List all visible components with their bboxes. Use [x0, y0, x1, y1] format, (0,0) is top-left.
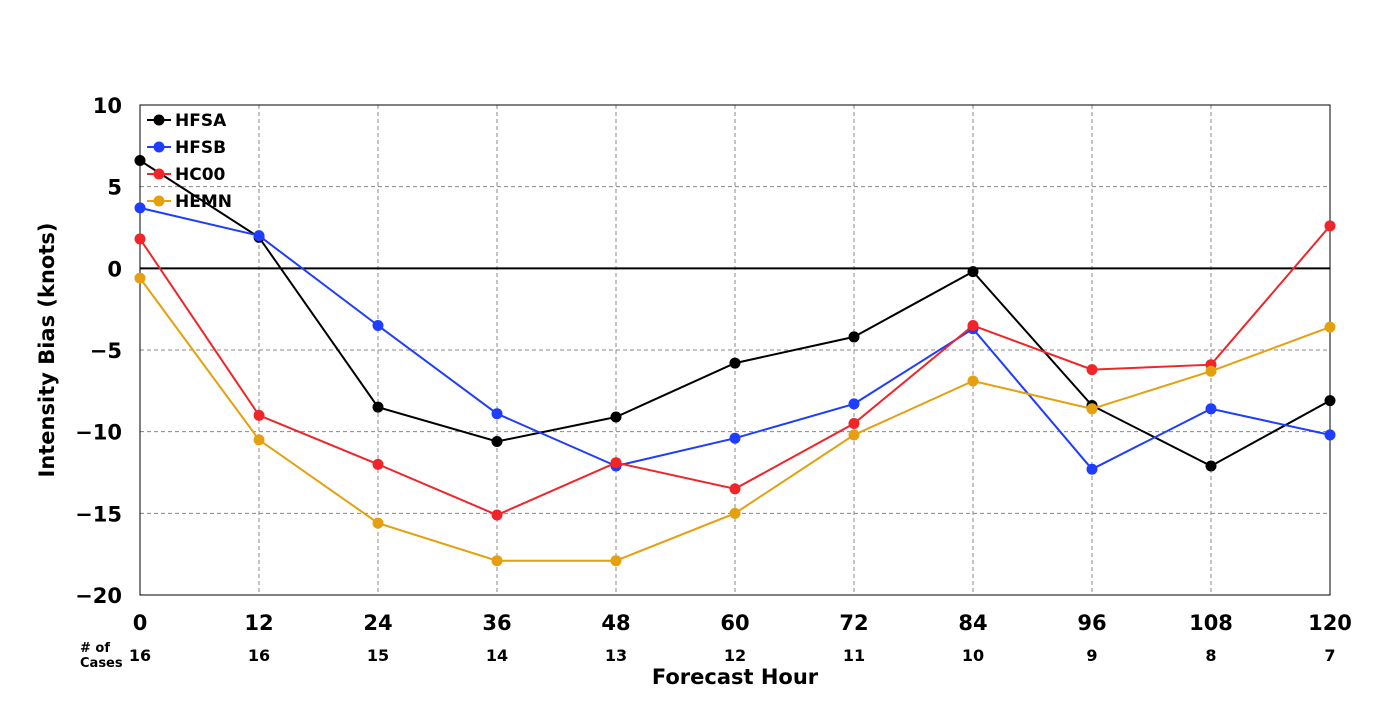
data-point [1086, 403, 1098, 415]
x-tick-label: 0 [133, 611, 148, 635]
cases-title: # of Cases [80, 641, 123, 671]
case-count-label: 10 [962, 646, 984, 665]
data-point [372, 458, 384, 470]
legend-label: HFSB [175, 138, 226, 158]
legend-label: HC00 [175, 165, 226, 185]
legend-marker [153, 114, 165, 126]
case-count-label: 12 [724, 646, 746, 665]
data-point [967, 266, 979, 278]
case-count-label: 15 [367, 646, 389, 665]
case-count-label: 9 [1086, 646, 1097, 665]
data-point [491, 555, 503, 567]
data-point [253, 230, 265, 242]
data-point [610, 411, 622, 423]
x-tick-label: 84 [958, 611, 987, 635]
cases-title-line: # of [80, 641, 110, 656]
x-axis-label: Forecast Hour [652, 665, 819, 689]
x-tick-label: 96 [1077, 611, 1106, 635]
x-tick-label: 24 [363, 611, 392, 635]
x-tick-label: 120 [1308, 611, 1352, 635]
case-count-label: 16 [248, 646, 270, 665]
data-point [729, 483, 741, 495]
data-point [1205, 365, 1217, 377]
case-count-label: 14 [486, 646, 508, 665]
case-count-label: 7 [1324, 646, 1335, 665]
case-count-labels: 16 16 15 14 13 12 11 10 9 8 7 [129, 646, 1336, 665]
data-point [134, 233, 146, 245]
data-point [1086, 463, 1098, 475]
y-tick-label: −15 [75, 502, 122, 526]
data-point [372, 401, 384, 413]
series-layer [134, 155, 1336, 567]
data-point [491, 435, 503, 447]
data-point [1324, 220, 1336, 232]
data-point [253, 434, 265, 446]
x-tick-label: 108 [1189, 611, 1233, 635]
data-point [134, 155, 146, 167]
series-hemn [134, 272, 1336, 567]
legend-item-hfsa: HFSA [147, 111, 227, 131]
data-point [1324, 429, 1336, 441]
data-point [967, 320, 979, 331]
data-point [1324, 321, 1336, 333]
data-point [729, 507, 741, 519]
data-point [491, 408, 503, 420]
data-point [1324, 395, 1336, 407]
data-point [1205, 403, 1217, 415]
y-axis-label: Intensity Bias (knots) [35, 223, 59, 478]
plot-frame [139, 104, 1331, 596]
y-tick-label: −10 [75, 421, 122, 445]
data-point [372, 320, 384, 331]
y-tick-label: −20 [75, 584, 122, 608]
data-point [848, 331, 860, 343]
data-point [729, 432, 741, 444]
legend-label: HFSA [175, 111, 227, 131]
data-point [372, 517, 384, 529]
data-point [610, 555, 622, 567]
y-tick-label: −5 [90, 339, 122, 363]
data-point [134, 202, 146, 214]
data-point [1205, 460, 1217, 472]
case-count-label: 13 [605, 646, 627, 665]
data-point [134, 272, 146, 284]
case-count-label: 16 [129, 646, 151, 665]
legend-item-hemn: HEMN [147, 192, 232, 212]
data-point [848, 398, 860, 410]
y-tick-label: 10 [93, 94, 122, 118]
legend-label: HEMN [175, 192, 232, 212]
legend-marker [153, 195, 165, 207]
x-tick-labels: 0 12 24 36 48 60 72 84 96 108 120 [133, 611, 1352, 635]
grid-layer [140, 105, 1330, 595]
x-tick-label: 36 [482, 611, 511, 635]
data-point [848, 418, 860, 429]
data-point [491, 509, 503, 521]
data-point [848, 429, 860, 441]
legend-marker [153, 141, 165, 153]
data-point [253, 409, 265, 421]
case-count-label: 8 [1205, 646, 1216, 665]
x-tick-label: 60 [720, 611, 749, 635]
y-tick-label: 5 [107, 176, 122, 200]
data-point [1086, 364, 1098, 376]
legend-item-hc00: HC00 [147, 165, 226, 185]
y-tick-label: 0 [107, 257, 122, 281]
data-point [967, 375, 979, 387]
y-tick-labels: 10 5 0 −5 −10 −15 −20 [75, 94, 122, 608]
cases-title-line: Cases [80, 656, 123, 671]
series-hfsa [134, 155, 1336, 472]
data-point [610, 457, 622, 469]
x-tick-label: 48 [601, 611, 630, 635]
series-hc00 [134, 220, 1336, 521]
case-count-label: 11 [843, 646, 865, 665]
legend-item-hfsb: HFSB [147, 138, 226, 158]
data-point [729, 357, 741, 369]
x-tick-label: 72 [839, 611, 868, 635]
legend-marker [153, 168, 165, 180]
x-tick-label: 12 [244, 611, 273, 635]
legend: HFSA HFSB HC00 HEMN [147, 111, 232, 212]
